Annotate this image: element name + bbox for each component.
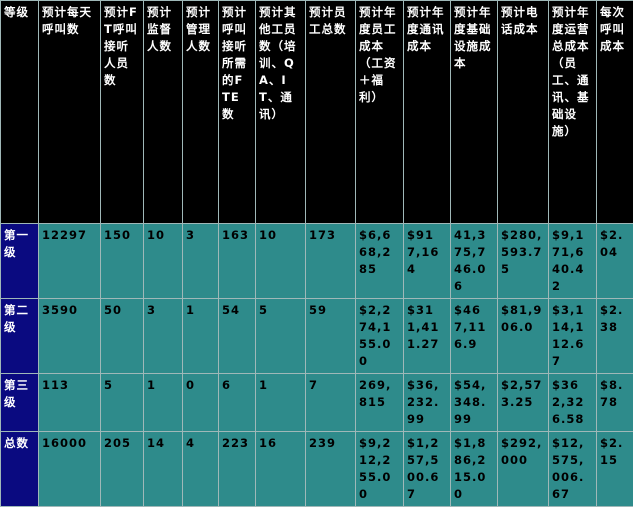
header-cell: 预计年度员工成本（工资＋福利） [356, 1, 404, 224]
data-cell: 150 [101, 224, 144, 299]
data-cell: $54,348.99 [451, 374, 498, 432]
data-cell: $81,906.0 [498, 299, 549, 374]
header-cell: 预计年度基础设施成本 [451, 1, 498, 224]
data-cell: 1 [144, 374, 183, 432]
level-cell: 总数 [1, 432, 39, 507]
header-cell: 预计年度通讯成本 [404, 1, 451, 224]
level-cell: 第二级 [1, 299, 39, 374]
header-cell: 预计每天呼叫数 [39, 1, 101, 224]
data-cell: 10 [144, 224, 183, 299]
data-cell: $12,575,006.67 [549, 432, 597, 507]
data-cell: $467,116.9 [451, 299, 498, 374]
data-cell: $2,274,155.00 [356, 299, 404, 374]
header-cell: 等级 [1, 1, 39, 224]
data-cell: $2.04 [597, 224, 633, 299]
data-cell: 269,815 [356, 374, 404, 432]
data-cell: 41,375,746.06 [451, 224, 498, 299]
data-cell: 1 [183, 299, 219, 374]
data-cell: 3 [144, 299, 183, 374]
data-cell: 16 [256, 432, 306, 507]
data-cell: $1,886,215.00 [451, 432, 498, 507]
data-cell: $8.78 [597, 374, 633, 432]
data-cell: $2,573.25 [498, 374, 549, 432]
header-cell: 预计员工总数 [306, 1, 356, 224]
data-cell: 0 [183, 374, 219, 432]
data-cell: 6 [219, 374, 256, 432]
header-cell: 预计年度运营总成本（员工、通讯、基础设施） [549, 1, 597, 224]
data-cell: $311,411.27 [404, 299, 451, 374]
data-cell: $362,326.58 [549, 374, 597, 432]
data-cell: $2.38 [597, 299, 633, 374]
header-cell: 预计FT呼叫接听人员数 [101, 1, 144, 224]
data-cell: 16000 [39, 432, 101, 507]
data-cell: 163 [219, 224, 256, 299]
data-cell: $2.15 [597, 432, 633, 507]
level-cell: 第一级 [1, 224, 39, 299]
data-cell: 10 [256, 224, 306, 299]
data-cell: 3590 [39, 299, 101, 374]
header-cell: 预计电话成本 [498, 1, 549, 224]
data-cell: 4 [183, 432, 219, 507]
header-cell: 每次呼叫成本 [597, 1, 633, 224]
data-cell: $36,232.99 [404, 374, 451, 432]
data-cell: 173 [306, 224, 356, 299]
data-cell: 1 [256, 374, 306, 432]
data-cell: 239 [306, 432, 356, 507]
data-cell: 12297 [39, 224, 101, 299]
header-cell: 预计其他工员数（培训、QA、IT、通讯） [256, 1, 306, 224]
data-cell: 54 [219, 299, 256, 374]
data-cell: 7 [306, 374, 356, 432]
data-cell: 113 [39, 374, 101, 432]
data-cell: $9,212,255.00 [356, 432, 404, 507]
data-cell: $3,114,112.67 [549, 299, 597, 374]
data-cell: $6,668,285 [356, 224, 404, 299]
data-cell: 223 [219, 432, 256, 507]
data-cell: $917,164 [404, 224, 451, 299]
data-cell: 3 [183, 224, 219, 299]
data-cell: 59 [306, 299, 356, 374]
data-cell: $292,000 [498, 432, 549, 507]
header-row: 等级预计每天呼叫数预计FT呼叫接听人员数预计监督人数预计管理人数预计呼叫接听所需… [1, 1, 633, 224]
data-cell: $9,171,640.42 [549, 224, 597, 299]
data-cell: $280,593.75 [498, 224, 549, 299]
data-cell: 50 [101, 299, 144, 374]
level-cell: 第三级 [1, 374, 39, 432]
header-cell: 预计监督人数 [144, 1, 183, 224]
header-cell: 预计管理人数 [183, 1, 219, 224]
data-cell: 205 [101, 432, 144, 507]
data-cell: 5 [256, 299, 306, 374]
data-cell: 14 [144, 432, 183, 507]
data-cell: $1,257,500.67 [404, 432, 451, 507]
data-cell: 5 [101, 374, 144, 432]
header-cell: 预计呼叫接听所需的FTE数 [219, 1, 256, 224]
